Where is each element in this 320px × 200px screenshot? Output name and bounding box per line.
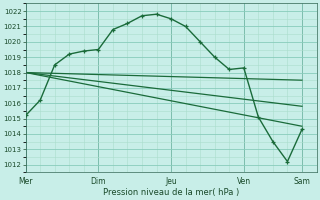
X-axis label: Pression niveau de la mer( hPa ): Pression niveau de la mer( hPa ) [103, 188, 239, 197]
